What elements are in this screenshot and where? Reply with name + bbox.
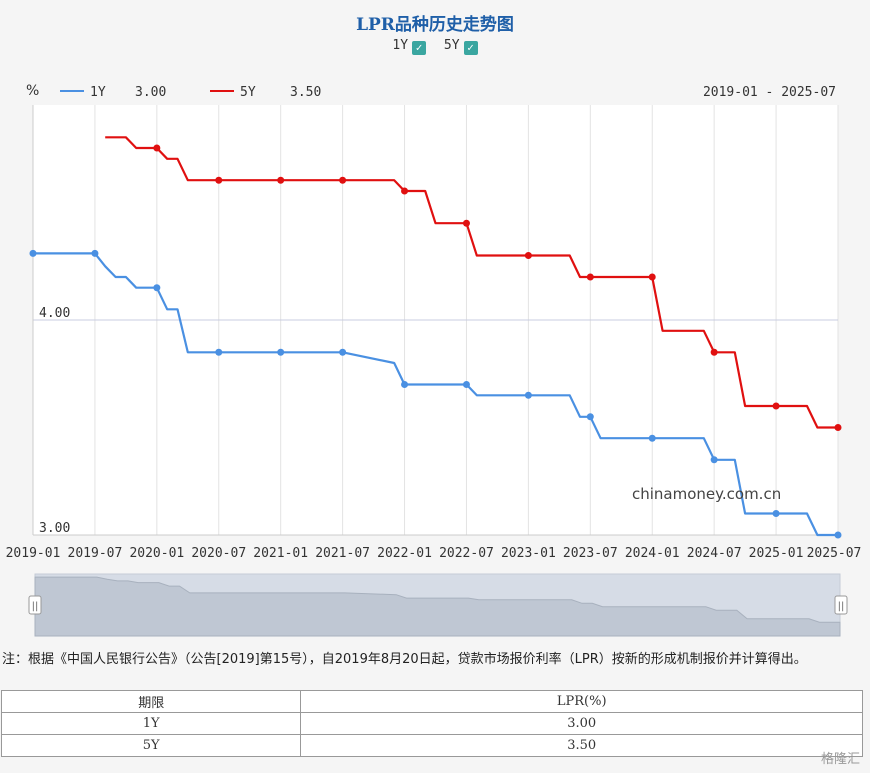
toggle-1y-label: 1Y (392, 38, 409, 53)
data-point-5y[interactable] (524, 252, 532, 259)
chart-title: LPR品种历史走势图 (356, 15, 514, 35)
data-point-1y[interactable] (339, 348, 347, 356)
checkbox-checked-icon[interactable]: ✓ (412, 41, 427, 55)
y-tick-labels: 3.00 4.00 (39, 306, 70, 536)
series-line-1y[interactable] (33, 252, 838, 537)
x-tick-label: 2023-07 (563, 546, 618, 561)
data-point-1y[interactable] (277, 348, 285, 356)
x-tick-label: 2019-07 (68, 546, 123, 561)
series-markers (29, 144, 842, 539)
slider-handle-right[interactable] (834, 595, 848, 615)
footnote: 注：根据《中国人民银行公告》（公告[2019]第15号），自2019年8月20日… (2, 652, 807, 667)
date-range-label: 2019-01 - 2025-07 (703, 85, 836, 100)
data-point-1y[interactable] (215, 348, 223, 356)
y-tick-label: 3.00 (39, 521, 70, 536)
toggle-5y[interactable]: 5Y ✓ (444, 38, 478, 55)
series-toggles: 1Y ✓ 5Y ✓ (0, 38, 870, 55)
x-tick-label: 2022-01 (377, 546, 432, 561)
watermark: chinamoney.com.cn (632, 485, 781, 503)
slider-handle-left[interactable] (28, 595, 42, 615)
x-tick-label: 2022-07 (439, 546, 494, 561)
x-tick-label: 2021-07 (315, 546, 370, 561)
x-tick-label: 2025-01 (749, 546, 804, 561)
grip-icon: || (32, 601, 39, 612)
series-line-5y[interactable] (105, 136, 838, 429)
data-point-5y[interactable] (586, 273, 594, 281)
data-point-1y[interactable] (462, 381, 470, 388)
legend-5y-value: 3.50 (290, 85, 321, 100)
data-point-5y[interactable] (215, 176, 223, 184)
lpr-line-chart: % 1Y 3.00 5Y 3.50 2019-01 - 2025-07 3.00… (6, 83, 862, 637)
checkbox-checked-icon[interactable]: ✓ (463, 41, 478, 55)
data-point-1y[interactable] (648, 434, 656, 442)
table-cell-term: 1Y (0, 712, 302, 735)
data-point-1y[interactable] (834, 531, 842, 539)
data-point-5y[interactable] (277, 176, 285, 184)
x-tick-label: 2019-01 (6, 546, 61, 561)
unit-label: % (26, 83, 39, 99)
slider-overview-area (34, 576, 841, 637)
data-point-1y[interactable] (524, 391, 532, 399)
data-point-1y[interactable] (586, 413, 594, 421)
y-tick-label: 4.00 (39, 306, 70, 321)
x-tick-label: 2020-07 (191, 546, 246, 561)
legend-1y-name: 1Y (90, 85, 106, 100)
table-cell-rate: 3.00 (300, 712, 863, 735)
data-point-5y[interactable] (339, 176, 347, 184)
data-point-5y[interactable] (462, 219, 470, 227)
x-tick-label: 2025-07 (807, 546, 862, 561)
site-logo: 格隆汇 (820, 752, 860, 767)
data-point-1y[interactable] (401, 381, 409, 388)
data-point-1y[interactable] (91, 249, 99, 257)
data-point-5y[interactable] (648, 273, 656, 281)
data-point-5y[interactable] (401, 187, 409, 195)
x-tick-label: 2023-01 (501, 546, 556, 561)
data-zoom-slider[interactable]: || || (28, 573, 848, 637)
table-header-lpr: LPR(%) (300, 690, 863, 713)
table-header-row: 期限 LPR(%) (0, 690, 863, 713)
lpr-table: 期限 LPR(%) 1Y 3.00 5Y 3.50 (0, 690, 863, 757)
x-tick-label: 2020-01 (129, 546, 184, 561)
x-tick-label: 2024-07 (687, 546, 742, 561)
table-header-term: 期限 (0, 690, 302, 713)
data-point-1y[interactable] (153, 284, 161, 292)
data-point-1y[interactable] (29, 249, 37, 257)
table-cell-rate: 3.50 (300, 734, 863, 757)
toggle-5y-label: 5Y (443, 38, 460, 53)
x-tick-label: 2024-01 (625, 546, 680, 561)
series-lines (33, 136, 838, 537)
x-tick-label: 2021-01 (253, 546, 308, 561)
data-point-5y[interactable] (710, 348, 718, 356)
data-point-1y[interactable] (710, 456, 718, 464)
legend-1y[interactable]: 1Y 3.00 (60, 85, 166, 100)
table-cell-term: 5Y (0, 734, 302, 757)
toggle-1y[interactable]: 1Y ✓ (392, 38, 427, 55)
grip-icon: || (838, 601, 845, 612)
legend-5y-name: 5Y (240, 85, 256, 100)
legend-5y[interactable]: 5Y 3.50 (210, 85, 321, 100)
table-row: 1Y 3.00 (0, 712, 863, 735)
data-point-5y[interactable] (153, 144, 161, 152)
data-point-5y[interactable] (772, 402, 780, 410)
table-row: 5Y 3.50 (0, 734, 863, 757)
data-point-1y[interactable] (772, 510, 780, 517)
data-point-5y[interactable] (834, 424, 842, 431)
legend-1y-value: 3.00 (135, 85, 166, 100)
x-tick-labels: 2019-01 2019-07 2020-01 2020-07 2021-01 2021-… (6, 546, 862, 561)
